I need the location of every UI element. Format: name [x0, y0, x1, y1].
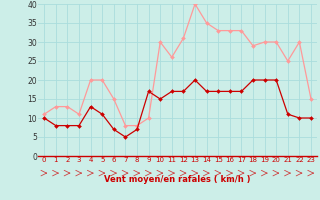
X-axis label: Vent moyen/en rafales ( km/h ): Vent moyen/en rafales ( km/h ) — [104, 174, 251, 184]
